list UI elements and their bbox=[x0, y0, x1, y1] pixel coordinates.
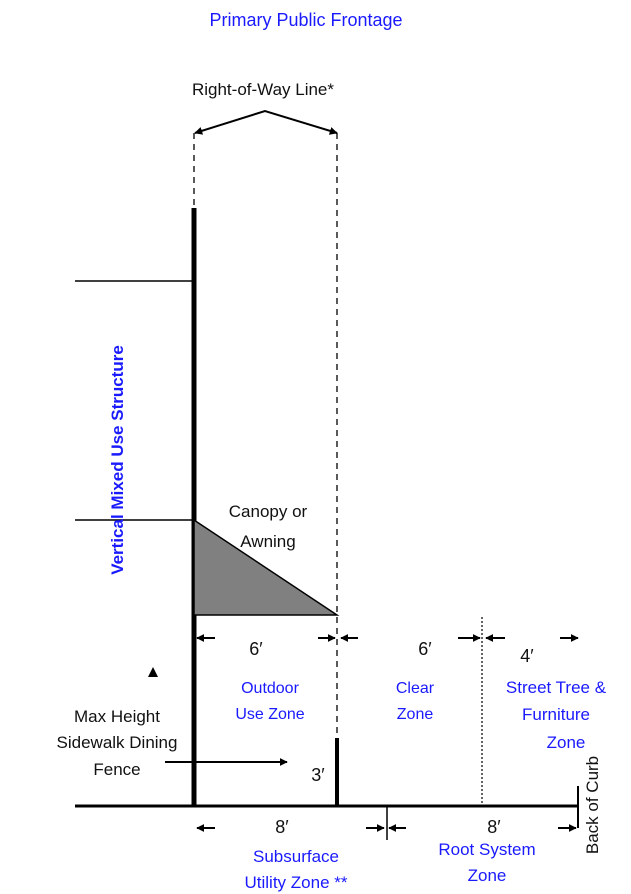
canopy-label-line1: Canopy or bbox=[229, 502, 308, 521]
root-zone-label-2: Zone bbox=[468, 866, 507, 885]
tree-zone-label-1: Street Tree & bbox=[506, 678, 607, 697]
tree-zone-label-2: Furniture bbox=[522, 705, 590, 724]
right-of-way-label: Right-of-Way Line* bbox=[192, 80, 334, 99]
dim-root-width: 8′ bbox=[487, 817, 501, 837]
dim-tree-width: 4′ bbox=[520, 646, 534, 666]
subsurface-zone-label-1: Subsurface bbox=[253, 847, 339, 866]
canopy-label-line2: Awning bbox=[240, 532, 295, 551]
dim-outdoor-width: 6′ bbox=[249, 639, 263, 659]
dim-clear-width: 6′ bbox=[418, 639, 432, 659]
triangle-marker-icon bbox=[148, 667, 158, 677]
subsurface-zone-label-2: Utility Zone ** bbox=[245, 873, 348, 892]
canopy-awning bbox=[193, 518, 340, 616]
fence-label-1: Max Height bbox=[74, 707, 160, 726]
right-of-way-bracket bbox=[194, 109, 338, 135]
tree-zone-label-3: Zone bbox=[547, 733, 586, 752]
fence-label-3: Fence bbox=[93, 760, 140, 779]
clear-zone-label-2: Zone bbox=[397, 706, 434, 723]
fence-label-2: Sidewalk Dining bbox=[57, 733, 178, 752]
diagram-title: Primary Public Frontage bbox=[209, 10, 402, 30]
fence-height-label: 3′ bbox=[311, 765, 325, 785]
outdoor-zone-label-2: Use Zone bbox=[235, 706, 304, 723]
dim-subsurface-width: 8′ bbox=[275, 817, 289, 837]
outdoor-zone-label-1: Outdoor bbox=[241, 680, 299, 697]
structure-label: Vertical Mixed Use Structure bbox=[108, 345, 127, 575]
root-zone-label-1: Root System bbox=[438, 840, 535, 859]
clear-zone-label-1: Clear bbox=[396, 680, 435, 697]
back-of-curb-label: Back of Curb bbox=[583, 756, 602, 854]
